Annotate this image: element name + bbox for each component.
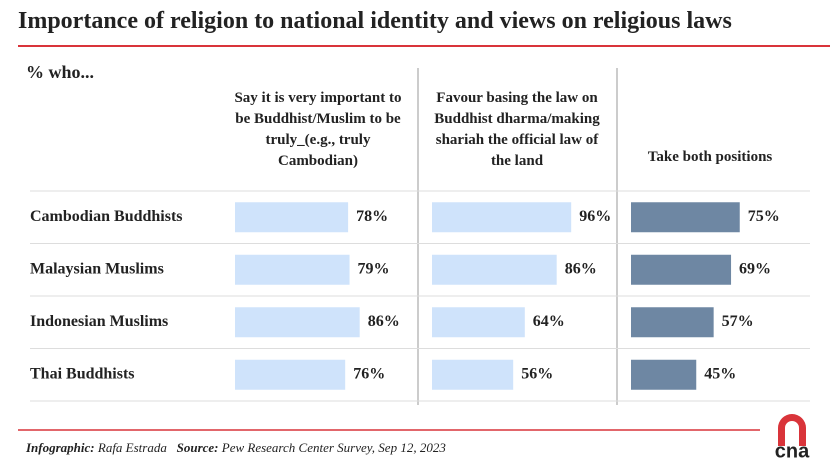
footer: Infographic: Rafa Estrada Source: Pew Re… xyxy=(26,440,446,456)
bar xyxy=(235,202,349,233)
bar xyxy=(235,307,360,338)
value-label: 45% xyxy=(704,365,736,382)
bar xyxy=(235,254,350,285)
value-label: 79% xyxy=(358,260,390,277)
value-label: 64% xyxy=(533,313,565,330)
bar xyxy=(631,307,714,338)
column-header: Favour basing the law on Buddhist dharma… xyxy=(434,90,600,169)
subtitle: % who... xyxy=(26,62,95,82)
value-label: 57% xyxy=(722,313,754,330)
source: Pew Research Center Survey, Sep 12, 2023 xyxy=(221,440,446,455)
bar xyxy=(432,359,514,390)
value-label: 86% xyxy=(368,313,400,330)
value-label: 75% xyxy=(748,208,780,225)
logo: cna xyxy=(775,440,810,462)
credit-label: Infographic: xyxy=(26,440,95,455)
chart-title: Importance of religion to national ident… xyxy=(18,8,732,34)
bar xyxy=(631,202,740,233)
logo-mark xyxy=(778,414,806,446)
bar xyxy=(631,254,732,285)
value-label: 78% xyxy=(356,208,388,225)
value-label: 69% xyxy=(739,260,771,277)
row-label: Cambodian Buddhists xyxy=(30,208,183,225)
value-label: 76% xyxy=(353,365,385,382)
value-label: 56% xyxy=(521,365,553,382)
row-label: Malaysian Muslims xyxy=(30,260,164,277)
bar xyxy=(432,254,557,285)
bar xyxy=(432,307,525,338)
bar xyxy=(235,359,346,390)
value-label: 96% xyxy=(579,208,611,225)
row-label: Thai Buddhists xyxy=(30,365,135,382)
source-label: Source: xyxy=(176,440,219,455)
bar xyxy=(432,202,572,233)
row-label: Indonesian Muslims xyxy=(30,313,168,330)
value-label: 86% xyxy=(565,260,597,277)
credit: Rafa Estrada xyxy=(97,440,167,455)
bar xyxy=(631,359,697,390)
column-header: Say it is very important to be Buddhist/… xyxy=(234,90,402,169)
column-header: Take both positions xyxy=(647,149,773,165)
